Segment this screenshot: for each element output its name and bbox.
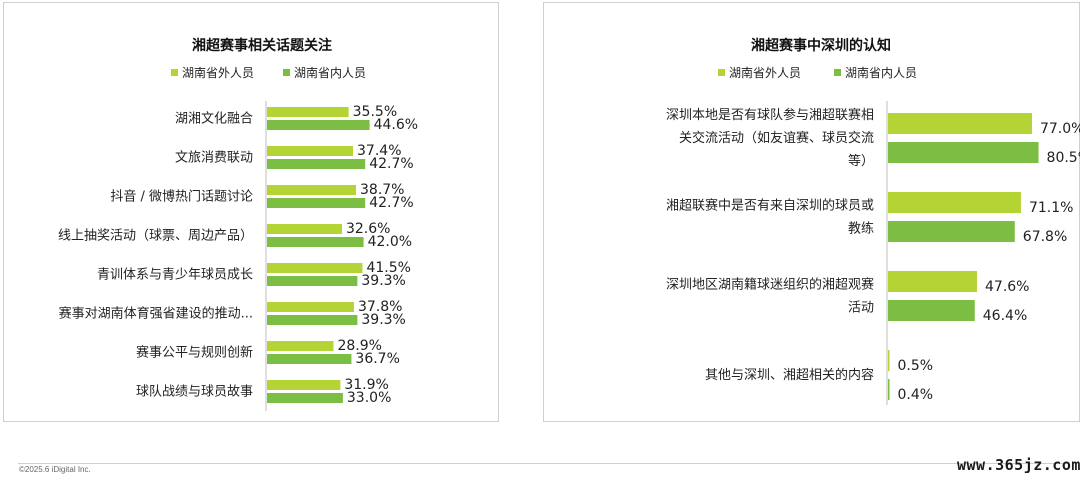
data-label: 38.7% <box>360 182 404 198</box>
data-label: 46.4% <box>983 308 1027 324</box>
bar-series-1 <box>888 192 1021 213</box>
category-label: 赛事对湖南体育强省建设的推动... <box>59 306 253 322</box>
data-label: 36.7% <box>355 351 399 367</box>
chart-title: 湘超赛事相关话题关注 <box>192 37 332 54</box>
bar-series-2 <box>267 159 366 169</box>
data-label: 37.8% <box>358 299 402 315</box>
bar-series-1 <box>267 380 341 390</box>
legend-label-2: 湖南省内人员 <box>845 65 917 80</box>
data-label: 42.0% <box>368 234 412 250</box>
bar-series-1 <box>267 302 354 312</box>
data-label: 31.9% <box>344 377 388 393</box>
bar-series-2 <box>888 300 975 321</box>
data-label: 42.7% <box>369 195 413 211</box>
data-label: 41.5% <box>366 260 410 276</box>
legend-label-1: 湖南省外人员 <box>729 65 801 80</box>
chart-title: 湘超赛事中深圳的认知 <box>751 37 891 54</box>
category-label: 湖湘文化融合 <box>175 112 253 127</box>
copyright-text: ©2025.6 iDigital Inc. <box>19 465 91 474</box>
bar-series-2 <box>267 315 358 325</box>
category-label: 关交流活动（如友谊赛、球员交流 <box>679 130 874 146</box>
data-label: 67.8% <box>1023 229 1067 245</box>
site-watermark: www.365jz.com <box>957 456 1080 474</box>
legend-swatch-1 <box>718 69 725 76</box>
category-label: 球队战绩与球员故事 <box>136 385 253 400</box>
data-label: 35.5% <box>353 104 397 120</box>
bar-series-2 <box>888 379 890 400</box>
data-label: 39.3% <box>361 273 405 289</box>
data-label: 33.0% <box>347 390 391 406</box>
category-label: 青训体系与青少年球员成长 <box>97 268 253 283</box>
data-label: 28.9% <box>337 338 381 354</box>
bar-series-2 <box>267 198 366 208</box>
bar-series-2 <box>267 237 364 247</box>
bar-series-2 <box>267 120 370 130</box>
bar-series-1 <box>267 341 334 351</box>
category-label: 抖音 / 微博热门话题讨论 <box>110 189 253 205</box>
bar-series-2 <box>267 393 343 403</box>
category-label: 线上抽奖活动（球票、周边产品） <box>58 229 253 244</box>
category-label: 活动 <box>848 301 874 316</box>
bar-series-2 <box>888 221 1015 242</box>
data-label: 80.5% <box>1047 150 1080 166</box>
category-label: 教练 <box>848 221 874 237</box>
data-label: 37.4% <box>357 143 401 159</box>
data-label: 42.7% <box>369 156 413 172</box>
bar-series-1 <box>267 263 363 273</box>
category-label: 赛事公平与规则创新 <box>136 345 253 361</box>
bar-series-1 <box>888 113 1032 134</box>
data-label: 47.6% <box>985 279 1029 295</box>
bar-series-2 <box>267 276 358 286</box>
bar-series-1 <box>267 185 357 195</box>
bar-series-2 <box>267 354 352 364</box>
data-label: 44.6% <box>374 117 418 133</box>
data-label: 71.1% <box>1029 200 1073 216</box>
legend-swatch-1 <box>171 69 178 76</box>
data-label: 32.6% <box>346 221 390 237</box>
data-label: 39.3% <box>361 312 405 328</box>
bar-series-1 <box>888 271 978 292</box>
bar-series-1 <box>888 350 890 371</box>
chart-panel-left: 湘超赛事相关话题关注湖南省外人员 湖南省内人员 35.5% 44.6% 湖湘文化融合 37… <box>3 2 499 422</box>
bar-series-1 <box>267 146 354 156</box>
bar-series-1 <box>267 107 349 117</box>
footer-divider <box>18 463 1068 464</box>
legend-swatch-2 <box>283 69 290 76</box>
category-label: 湘超联赛中是否有来自深圳的球员或 <box>666 198 874 214</box>
data-label: 77.0% <box>1040 121 1080 137</box>
category-label: 其他与深圳、湘超相关的内容 <box>705 367 874 383</box>
legend-swatch-2 <box>834 69 841 76</box>
legend-label-2: 湖南省内人员 <box>294 65 366 80</box>
bar-series-1 <box>267 224 342 234</box>
bar-series-2 <box>888 142 1039 163</box>
category-label: 文旅消费联动 <box>175 151 253 166</box>
category-label: 深圳地区湖南籍球迷组织的湘超观赛 <box>666 277 874 293</box>
data-label: 0.4% <box>898 387 934 403</box>
category-label: 等） <box>848 153 874 169</box>
data-label: 0.5% <box>898 358 934 374</box>
category-label: 深圳本地是否有球队参与湘超联赛相 <box>666 107 874 123</box>
legend-label-1: 湖南省外人员 <box>182 65 254 80</box>
